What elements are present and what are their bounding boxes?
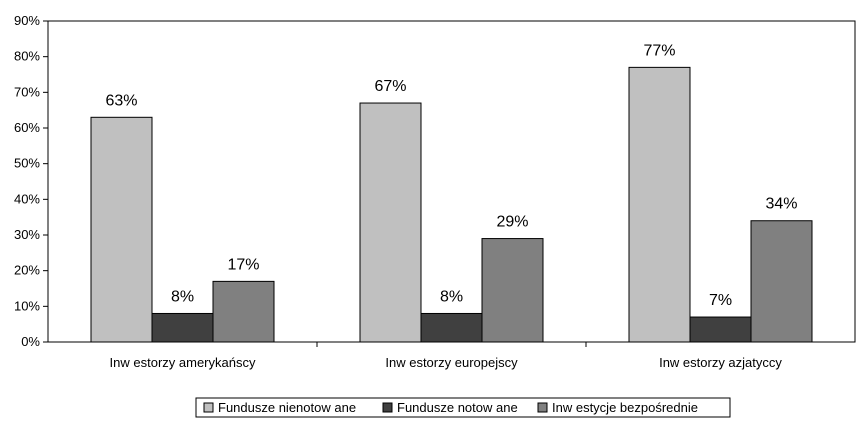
legend-swatch — [203, 402, 214, 413]
bar-value-label: 34% — [765, 196, 797, 213]
bar-value-label: 63% — [105, 92, 137, 109]
chart-data-labels: 63% 8% 17% 67% 8% 29% 77% 7% 34% — [105, 42, 797, 309]
legend-swatch — [537, 402, 548, 413]
bar-value-label: 77% — [643, 42, 675, 59]
bar — [689, 316, 752, 343]
x-category-label: Inw estorzy europejscy — [385, 355, 518, 370]
legend-box — [195, 397, 731, 418]
bar — [359, 102, 422, 343]
y-tick-label: 40% — [14, 191, 40, 206]
bar — [481, 238, 544, 343]
bar-value-label: 7% — [709, 292, 732, 309]
bar-value-label: 8% — [440, 288, 463, 305]
y-tick-label: 30% — [14, 227, 40, 242]
bar — [628, 66, 691, 343]
y-tick-label: 10% — [14, 298, 40, 313]
bar — [151, 312, 214, 343]
bar — [420, 312, 483, 343]
y-tick-label: 20% — [14, 263, 40, 278]
legend-label: Fundusze notow ane — [397, 400, 518, 415]
y-tick-label: 60% — [14, 120, 40, 135]
chart-axes: 0% 10% 20% 30% 40% 50% 60% 70% 80% 90% Inw estorzy… — [14, 13, 856, 370]
chart-legend: Fundusze nienotow ane Fundusze notow ane I… — [195, 397, 731, 418]
bar-value-label: 67% — [374, 78, 406, 95]
bar — [90, 116, 153, 343]
bar-value-label: 8% — [171, 288, 194, 305]
legend-label: Fundusze nienotow ane — [218, 400, 356, 415]
x-category-label: Inw estorzy amerykańscy — [110, 355, 256, 370]
bar — [212, 280, 275, 343]
y-tick-label: 90% — [14, 13, 40, 28]
chart-bars — [90, 66, 813, 343]
bar-value-label: 17% — [227, 256, 259, 273]
legend-label: Inw estycje bezpośrednie — [552, 400, 698, 415]
x-category-label: Inw estorzy azjatyccy — [659, 355, 782, 370]
y-tick-label: 50% — [14, 156, 40, 171]
legend-swatch — [382, 402, 393, 413]
y-tick-label: 70% — [14, 84, 40, 99]
y-tick-label: 80% — [14, 49, 40, 64]
bar-value-label: 29% — [496, 214, 528, 231]
y-tick-label: 0% — [21, 334, 40, 349]
bar — [750, 220, 813, 343]
